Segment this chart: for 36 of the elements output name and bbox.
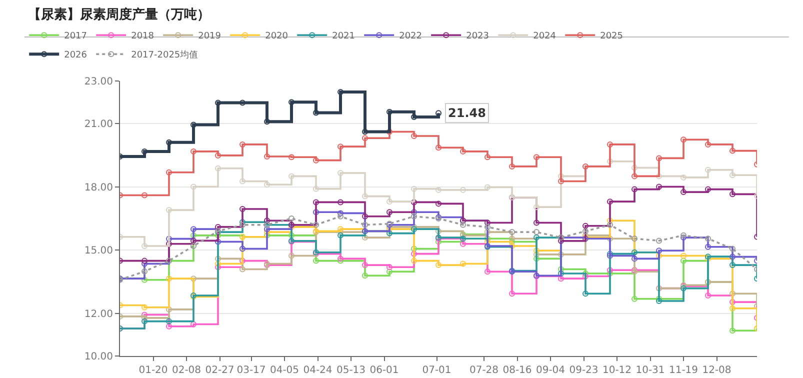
- y-tick-label: 10.00: [84, 352, 113, 362]
- legend-label: 2024: [533, 32, 556, 42]
- x-tick-label: 02-27: [205, 365, 234, 376]
- x-tick-label: 05-13: [336, 365, 366, 376]
- x-tick-label: 10-12: [602, 365, 632, 376]
- y-tick-label: 23.00: [84, 76, 113, 88]
- legend-label: 2019: [198, 32, 222, 42]
- legend-label: 2020: [265, 32, 288, 42]
- legend-label: 2023: [466, 32, 489, 42]
- annotation: 21.48: [448, 106, 486, 120]
- x-tick-label: 09-23: [569, 365, 598, 376]
- legend-label: 2018: [131, 32, 154, 42]
- x-tick-label: 07-28: [469, 365, 499, 376]
- x-tick-label: 06-01: [370, 365, 399, 376]
- legend-label: 2026: [64, 50, 88, 61]
- chart-title: 【尿素】尿素周度产量（万吨）: [28, 6, 210, 23]
- x-tick-label: 10-31: [636, 365, 665, 376]
- x-tick-label: 07-01: [422, 365, 452, 376]
- x-tick-label: 12-08: [702, 365, 732, 376]
- x-tick-label: 03-17: [236, 365, 266, 376]
- legend-label: 2025: [600, 32, 623, 42]
- legend-label: 2021: [332, 32, 355, 42]
- x-tick-label: 08-16: [502, 365, 532, 376]
- y-tick-label: 21.00: [84, 118, 113, 130]
- x-tick-label: 02-08: [172, 365, 202, 376]
- x-tick-label: 04-24: [303, 365, 332, 376]
- x-tick-label: 09-04: [536, 365, 566, 376]
- y-tick-label: 18.00: [84, 182, 113, 194]
- legend-label: 2017: [64, 32, 87, 42]
- x-tick-label: 11-19: [668, 365, 698, 376]
- y-tick-label: 12.00: [84, 309, 113, 320]
- x-tick-label: 01-20: [138, 365, 168, 376]
- legend-label: 2017-2025均值: [131, 50, 198, 61]
- legend-label: 2022: [399, 32, 422, 42]
- x-tick-label: 04-05: [270, 365, 300, 376]
- y-tick-label: 15.00: [84, 246, 113, 257]
